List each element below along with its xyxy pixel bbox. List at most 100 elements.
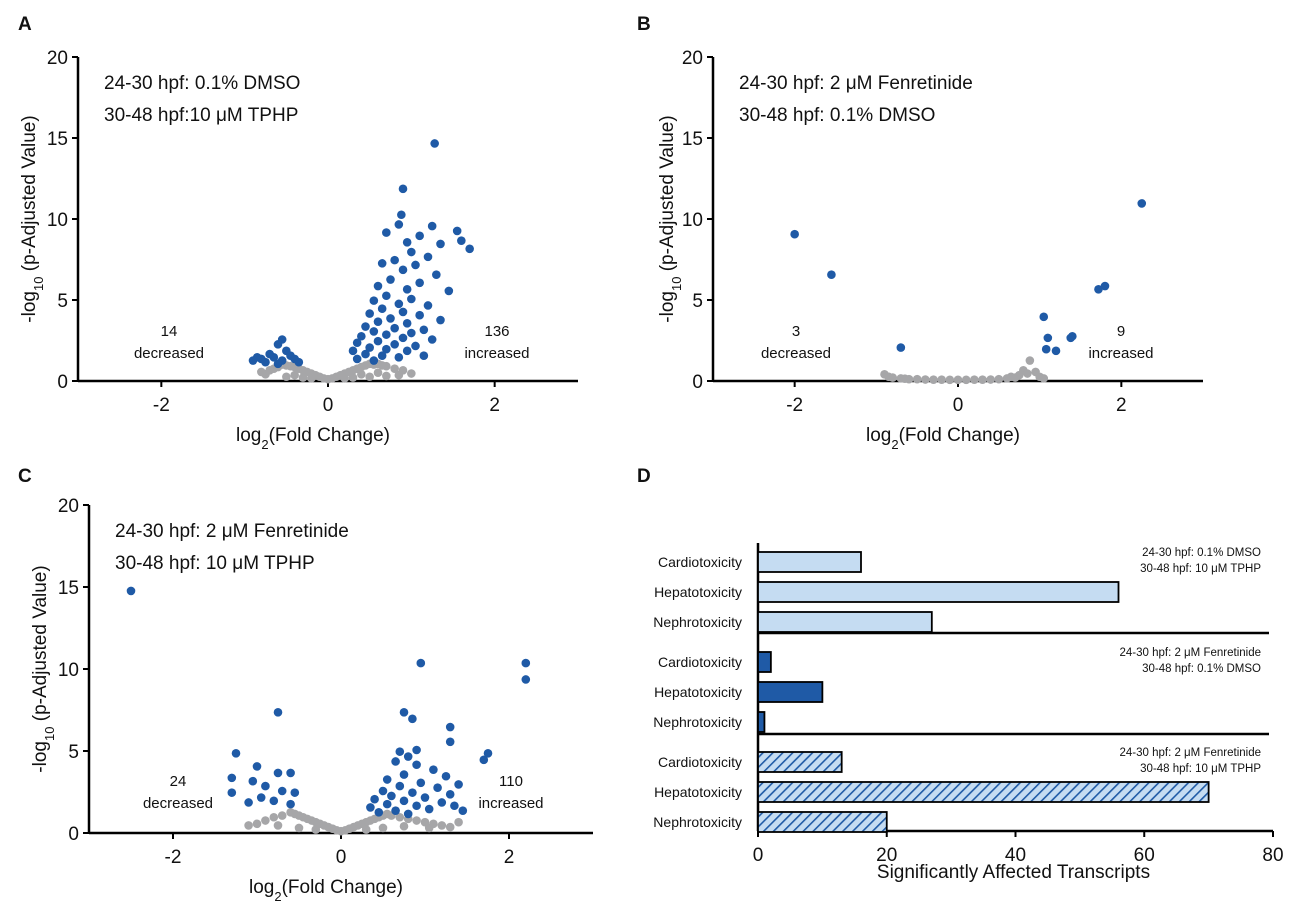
significant-point xyxy=(252,762,262,771)
group-legend: 24-30 hpf: 2 μM Fenretinide xyxy=(1119,747,1261,759)
significant-point xyxy=(445,737,455,747)
increased-count: 110 xyxy=(499,773,523,790)
bar xyxy=(757,781,1210,803)
x-tick-label: 2 xyxy=(504,847,515,868)
significant-point xyxy=(361,349,370,359)
volcano-panel-b: B 0 5 10 15 20 -2 0 2 log2(Fold Change) -log10 (p-… xyxy=(637,14,1203,452)
significant-point xyxy=(402,284,412,294)
treatment-annotation: 24-30 hpf: 2 μM Fenretinide xyxy=(739,73,973,94)
significant-point xyxy=(374,808,384,817)
significant-point xyxy=(269,353,279,362)
group-legend: 24-30 hpf: 0.1% DMSO xyxy=(1142,547,1261,559)
significant-point xyxy=(423,301,433,310)
x-tick-label: 0 xyxy=(336,847,347,868)
significant-point xyxy=(277,786,287,796)
not-significant-point xyxy=(1023,369,1032,378)
significant-point xyxy=(398,307,408,317)
y-axis-label: -log10 (p-Adjusted Value) xyxy=(30,565,57,772)
y-tick-label: 15 xyxy=(58,578,79,599)
significant-point xyxy=(382,291,391,301)
significant-point xyxy=(357,331,366,341)
significant-point xyxy=(390,323,399,333)
significant-point xyxy=(365,343,374,352)
y-tick-label: 0 xyxy=(57,372,68,393)
significant-point xyxy=(1043,333,1053,343)
significant-point xyxy=(827,270,836,280)
y-tick-label: 20 xyxy=(47,48,68,69)
significant-point xyxy=(398,184,408,194)
panel-letter: D xyxy=(637,466,651,487)
decreased-label: decreased xyxy=(134,345,204,362)
significant-point xyxy=(366,803,375,812)
x-axis-label: log2(Fold Change) xyxy=(866,425,1020,452)
not-significant-point xyxy=(445,822,455,832)
significant-point xyxy=(377,304,387,314)
x-tick-label: -2 xyxy=(165,847,182,868)
significant-point xyxy=(399,770,409,779)
significant-point xyxy=(227,773,237,783)
significant-point xyxy=(450,801,459,811)
significant-point xyxy=(369,327,379,336)
x-tick-label: -2 xyxy=(153,395,170,416)
significant-point xyxy=(427,221,437,231)
significant-point xyxy=(244,798,253,807)
significant-point xyxy=(369,356,379,365)
not-significant-point xyxy=(986,375,995,384)
significant-point xyxy=(441,771,451,781)
increased-label: increased xyxy=(1088,345,1153,362)
significant-point xyxy=(521,675,531,684)
x-tick-label: 2 xyxy=(489,395,500,416)
not-significant-point xyxy=(290,370,299,380)
significant-point xyxy=(286,799,295,809)
y-tick-label: 15 xyxy=(682,129,703,150)
group-legend: 30-48 hpf: 10 μM TPHP xyxy=(1140,763,1261,775)
significant-point xyxy=(377,351,387,361)
y-tick-label: 20 xyxy=(682,48,703,69)
significant-point xyxy=(348,346,358,356)
significant-point xyxy=(373,281,383,291)
not-significant-point xyxy=(412,816,421,825)
increased-count: 136 xyxy=(484,323,509,340)
significant-point xyxy=(386,275,395,284)
volcano-panel-a: A 0 5 10 15 20 -2 0 2 log2(Fold Change) -log10 (p-… xyxy=(18,14,578,452)
significant-point xyxy=(423,252,433,262)
bar xyxy=(757,681,824,703)
significant-point xyxy=(398,265,408,275)
not-significant-point xyxy=(454,817,463,827)
bar xyxy=(757,551,862,573)
significant-point xyxy=(407,294,416,304)
significant-point xyxy=(896,343,906,352)
significant-point xyxy=(352,338,362,348)
significant-point xyxy=(403,809,413,819)
bar xyxy=(757,581,1120,603)
category-label: Hepatotoxicity xyxy=(654,684,742,700)
significant-point xyxy=(1041,344,1051,354)
not-significant-point xyxy=(1006,372,1016,382)
treatment-annotation: 30-48 hpf: 10 μM TPHP xyxy=(115,553,315,574)
significant-point xyxy=(126,586,136,596)
significant-point xyxy=(412,760,421,770)
x-axis-label: Significantly Affected Transcripts xyxy=(877,862,1150,883)
not-significant-point xyxy=(382,361,391,371)
significant-point xyxy=(290,788,300,797)
significant-point xyxy=(231,748,241,758)
significant-point xyxy=(394,299,404,309)
group-legend: 30-48 hpf: 0.1% DMSO xyxy=(1142,663,1261,675)
significant-point xyxy=(458,806,468,815)
decreased-count: 3 xyxy=(792,323,800,340)
treatment-annotation: 24-30 hpf: 0.1% DMSO xyxy=(104,73,300,94)
significant-point xyxy=(445,722,455,732)
significant-point xyxy=(432,270,441,280)
not-significant-point xyxy=(978,375,987,384)
not-significant-point xyxy=(921,375,930,384)
significant-point xyxy=(411,341,420,351)
not-significant-point xyxy=(261,370,270,379)
significant-point xyxy=(273,707,283,717)
significant-point xyxy=(416,658,426,668)
significant-point xyxy=(402,319,412,328)
not-significant-point xyxy=(244,821,253,830)
not-significant-point xyxy=(311,825,321,834)
significant-point xyxy=(407,247,416,257)
y-tick-label: 5 xyxy=(68,742,79,763)
